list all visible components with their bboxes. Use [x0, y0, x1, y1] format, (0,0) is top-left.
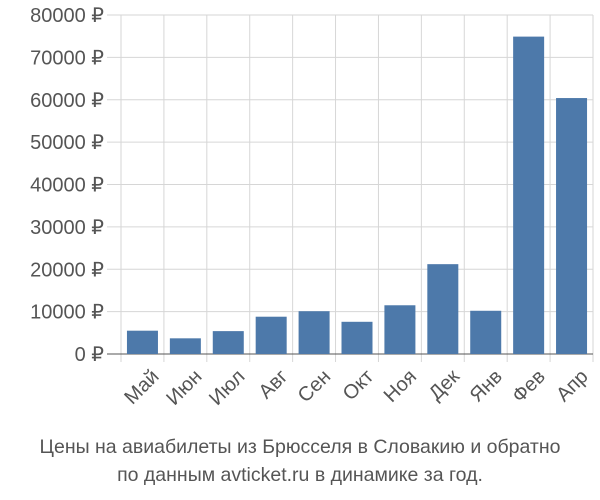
x-tick-label: Июн	[162, 366, 206, 410]
x-tick-label: Июл	[205, 366, 249, 410]
bar-11	[556, 98, 588, 355]
x-tick-label: Сен	[294, 366, 335, 407]
bar-1	[126, 330, 158, 354]
x-tick-label: Дек	[425, 365, 464, 404]
y-tick-label: 50000 ₽	[30, 132, 104, 154]
y-tick-label: 20000 ₽	[30, 259, 104, 281]
bar-2	[169, 338, 201, 354]
bar-chart: 0 ₽ 10000 ₽ 20000 ₽ 30000 ₽ 40000 ₽ 50000 ₽ 60…	[30, 5, 594, 410]
x-tick-label: Ноя	[380, 366, 421, 407]
bar-9	[470, 310, 502, 354]
bar-6	[341, 321, 373, 354]
chart-caption-line-2: по данным avticket.ru в динамике за год.	[117, 464, 483, 486]
bar-5	[298, 311, 330, 354]
y-tick-label: 70000 ₽	[30, 47, 104, 69]
x-tick-label: Май	[120, 366, 163, 409]
y-tick-label: 30000 ₽	[30, 217, 104, 239]
x-tick-label: Окт	[339, 366, 378, 405]
y-axis-tick-labels: 0 ₽ 10000 ₽ 20000 ₽ 30000 ₽ 40000 ₽ 50000 ₽ 60…	[30, 5, 104, 366]
chart-caption-line-1: Цены на авиабилеты из Брюсселя в Словаки…	[39, 436, 561, 458]
bar-4	[255, 316, 287, 354]
bars	[126, 36, 588, 355]
bar-7	[384, 305, 416, 354]
x-tick-label: Фев	[508, 366, 550, 408]
y-tick-label: 0 ₽	[75, 344, 105, 366]
y-tick-label: 80000 ₽	[30, 5, 104, 27]
x-tick-label: Авг	[255, 366, 293, 404]
y-tick-label: 40000 ₽	[30, 175, 104, 197]
bar-8	[427, 264, 459, 354]
bar-10	[513, 36, 545, 355]
bar-3	[212, 331, 244, 354]
y-tick-label: 60000 ₽	[30, 90, 104, 112]
x-tick-label: Янв	[466, 366, 507, 407]
y-tick-label: 10000 ₽	[30, 302, 104, 324]
x-tick-label: Апр	[552, 366, 593, 407]
